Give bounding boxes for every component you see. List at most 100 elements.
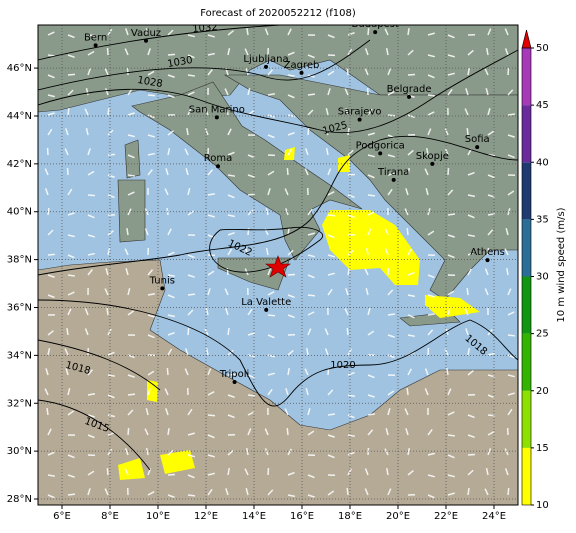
- barb: [468, 454, 475, 455]
- x-tick-label: 16°E: [290, 511, 314, 522]
- colorbar-segment: [522, 277, 531, 334]
- barb: [128, 394, 135, 395]
- barb: [168, 428, 169, 435]
- barb: [47, 408, 48, 415]
- colorbar-tick-label: 35: [536, 214, 549, 225]
- barb: [328, 414, 335, 415]
- colorbar-segment: [522, 219, 531, 276]
- city-label: San Marino: [189, 104, 245, 115]
- barb: [167, 368, 168, 375]
- barb: [408, 28, 409, 35]
- city-dot: [216, 164, 220, 168]
- city-label: Athens: [470, 247, 505, 258]
- barb: [107, 308, 108, 315]
- barb: [68, 275, 75, 276]
- x-tick-label: 14°E: [242, 511, 266, 522]
- city-dot: [378, 151, 382, 155]
- barb: [448, 214, 455, 215]
- barb: [308, 94, 315, 95]
- barb: [68, 494, 75, 495]
- y-tick-label: 28°N: [7, 494, 32, 505]
- x-tick-label: 24°E: [482, 511, 506, 522]
- city-dot: [264, 65, 268, 69]
- isobar-label: 1032: [192, 22, 218, 35]
- y-tick-label: 32°N: [7, 398, 32, 409]
- city-label: Roma: [204, 153, 233, 164]
- colorbar-label: 10 m wind speed (m/s): [556, 207, 567, 322]
- barb: [467, 288, 468, 295]
- colorbar-tick-label: 10: [536, 500, 549, 511]
- y-tick-label: 46°N: [7, 63, 32, 74]
- city-label: Belgrade: [387, 84, 432, 95]
- barb: [347, 488, 348, 495]
- x-tick-label: 20°E: [386, 511, 410, 522]
- barb: [468, 488, 469, 495]
- barb: [148, 95, 155, 96]
- x-tick-label: 22°E: [434, 511, 458, 522]
- barb: [168, 54, 175, 55]
- barb: [68, 108, 69, 115]
- barb: [347, 328, 348, 335]
- barb: [248, 228, 249, 235]
- city-dot: [160, 286, 164, 290]
- colorbar-segment: [522, 448, 531, 505]
- y-tick-label: 42°N: [7, 159, 32, 170]
- barb: [228, 328, 229, 335]
- barb: [308, 128, 309, 135]
- barb: [308, 295, 315, 296]
- y-tick-label: 36°N: [7, 302, 32, 313]
- barb: [107, 468, 108, 475]
- city-label: Skopje: [416, 151, 449, 162]
- city-dot: [392, 178, 396, 182]
- city-dot: [94, 43, 98, 47]
- barb: [188, 294, 195, 295]
- city-label: La Valette: [241, 297, 291, 308]
- barb: [448, 435, 455, 436]
- barb: [188, 75, 195, 76]
- barb: [188, 328, 189, 335]
- city-dot: [373, 30, 377, 34]
- colorbar-tick-label: 30: [536, 272, 549, 283]
- colorbar-tick-label: 50: [536, 43, 549, 54]
- barb: [248, 194, 255, 195]
- barb: [88, 195, 95, 196]
- barb: [287, 168, 288, 175]
- city-dot: [233, 380, 237, 384]
- x-tick-label: 8°E: [101, 511, 119, 522]
- city-label: Tirana: [377, 167, 409, 178]
- barb: [508, 114, 515, 115]
- colorbar-segment: [522, 391, 531, 448]
- city-label: Vaduz: [131, 28, 161, 39]
- colorbar-segment: [522, 334, 531, 391]
- y-tick-label: 30°N: [7, 446, 32, 457]
- barb: [48, 208, 49, 215]
- city-dot: [358, 118, 362, 122]
- barb: [188, 495, 195, 496]
- barb: [108, 154, 115, 155]
- map-title: Forecast of 2020052212 (f108): [200, 8, 356, 19]
- colorbar-segment: [522, 48, 531, 105]
- city-label: Sofia: [465, 134, 490, 145]
- city-label: Ljubljana: [243, 54, 288, 65]
- barb: [208, 415, 215, 416]
- barb: [48, 254, 55, 255]
- city-label: Bern: [84, 32, 107, 43]
- city-dot: [300, 71, 304, 75]
- x-tick-label: 10°E: [146, 511, 170, 522]
- city-label: Sarajevo: [338, 107, 382, 118]
- city-label: Tripoli: [219, 369, 250, 380]
- barb: [248, 395, 255, 396]
- colorbar-tick-label: 45: [536, 100, 549, 111]
- colorbar-tick-label: 15: [536, 443, 549, 454]
- barb: [328, 215, 335, 216]
- city-label: Podgorica: [356, 140, 405, 151]
- colorbar-segment: [522, 105, 531, 162]
- barb: [407, 228, 408, 235]
- x-tick-label: 12°E: [194, 511, 218, 522]
- barb: [268, 315, 275, 316]
- colorbar-segment: [522, 162, 531, 219]
- barb: [108, 108, 109, 115]
- city-dot: [144, 39, 148, 43]
